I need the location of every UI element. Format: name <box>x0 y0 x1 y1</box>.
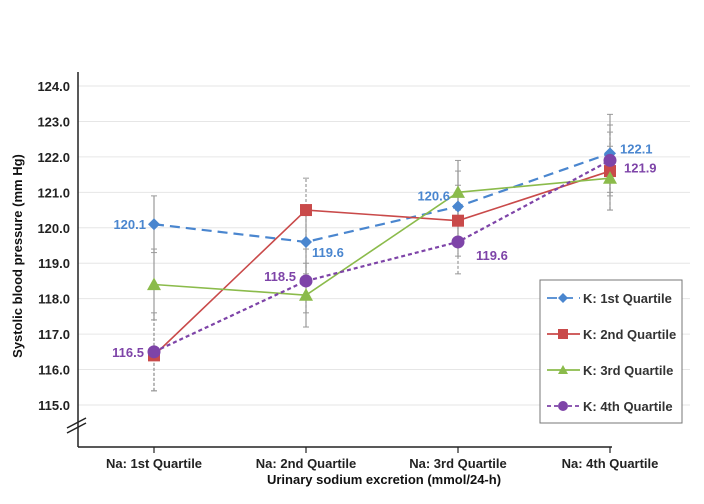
data-point <box>603 171 617 184</box>
y-tick-label: 119.0 <box>38 256 70 271</box>
data-label: 116.5 <box>112 345 144 360</box>
series-lines <box>153 152 611 356</box>
y-tick-label: 117.0 <box>38 327 70 342</box>
x-category-label: Na: 1st Quartile <box>106 456 202 471</box>
data-point <box>148 218 160 231</box>
y-tick-label: 115.0 <box>38 398 70 413</box>
series-line-4 <box>153 159 611 353</box>
data-label: 120.1 <box>113 217 146 232</box>
data-label: 120.6 <box>417 189 450 204</box>
gridlines <box>78 85 690 406</box>
y-tick-label: 116.0 <box>38 363 70 378</box>
data-point <box>451 185 465 198</box>
x-category-label: Na: 2nd Quartile <box>256 456 356 471</box>
data-label: 119.6 <box>312 245 344 260</box>
y-tick-label: 122.0 <box>37 150 70 165</box>
x-category-label: Na: 3rd Quartile <box>409 456 507 471</box>
legend-marker-triangle-icon <box>558 365 568 374</box>
data-point <box>451 235 465 249</box>
legend-marker-diamond-icon <box>558 293 568 303</box>
y-tick-label: 123.0 <box>37 114 70 129</box>
series-markers <box>147 147 617 362</box>
y-tick-label: 120.0 <box>37 221 70 236</box>
y-tick-label: 121.0 <box>37 185 70 200</box>
data-point <box>147 345 161 359</box>
data-point <box>604 165 616 178</box>
x-category-label: Na: 4th Quartile <box>562 456 659 471</box>
data-point <box>452 200 464 213</box>
legend-label: K: 3rd Quartile <box>583 363 673 378</box>
data-point <box>299 274 313 288</box>
data-label: 121.9 <box>624 160 657 175</box>
legend-label: K: 4th Quartile <box>583 399 673 414</box>
data-point <box>452 214 464 227</box>
x-axis-title: Urinary sodium excretion (mmol/24-h) <box>267 472 501 487</box>
legend-marker-circle-icon <box>558 401 568 411</box>
data-point <box>299 288 313 301</box>
data-point <box>300 235 312 248</box>
data-point <box>147 277 161 291</box>
legend: K: 1st Quartile K: 2nd Quartile K: 3rd Qua… <box>539 279 683 424</box>
y-tick-label: 124.0 <box>37 79 70 94</box>
y-tick-label: 118.0 <box>38 292 70 307</box>
y-axis-ticks: 115.0 116.0 117.0 118.0 119.0 120.0 121.0 122.0… <box>37 79 70 413</box>
data-point <box>300 204 312 217</box>
y-axis-title: Systolic blood pressure (mm Hg) <box>10 154 25 358</box>
data-label: 119.6 <box>476 248 508 263</box>
axis-break-icon <box>66 417 87 434</box>
x-axis-categories: Na: 1st Quartile Na: 2nd Quartile Na: 3rd … <box>106 447 658 471</box>
series-line-2 <box>153 170 611 356</box>
legend-label: K: 1st Quartile <box>583 291 672 306</box>
data-label: 122.1 <box>620 141 653 156</box>
legend-label: K: 2nd Quartile <box>583 327 676 342</box>
data-labels: 120.1 119.6 120.6 122.1 116.5 118.5 119.6 121.9 <box>112 141 656 359</box>
legend-marker-square-icon <box>558 329 568 339</box>
series-line-1 <box>153 152 611 244</box>
series-line-3 <box>153 177 611 296</box>
data-label: 118.5 <box>264 269 296 284</box>
data-point <box>603 153 617 167</box>
